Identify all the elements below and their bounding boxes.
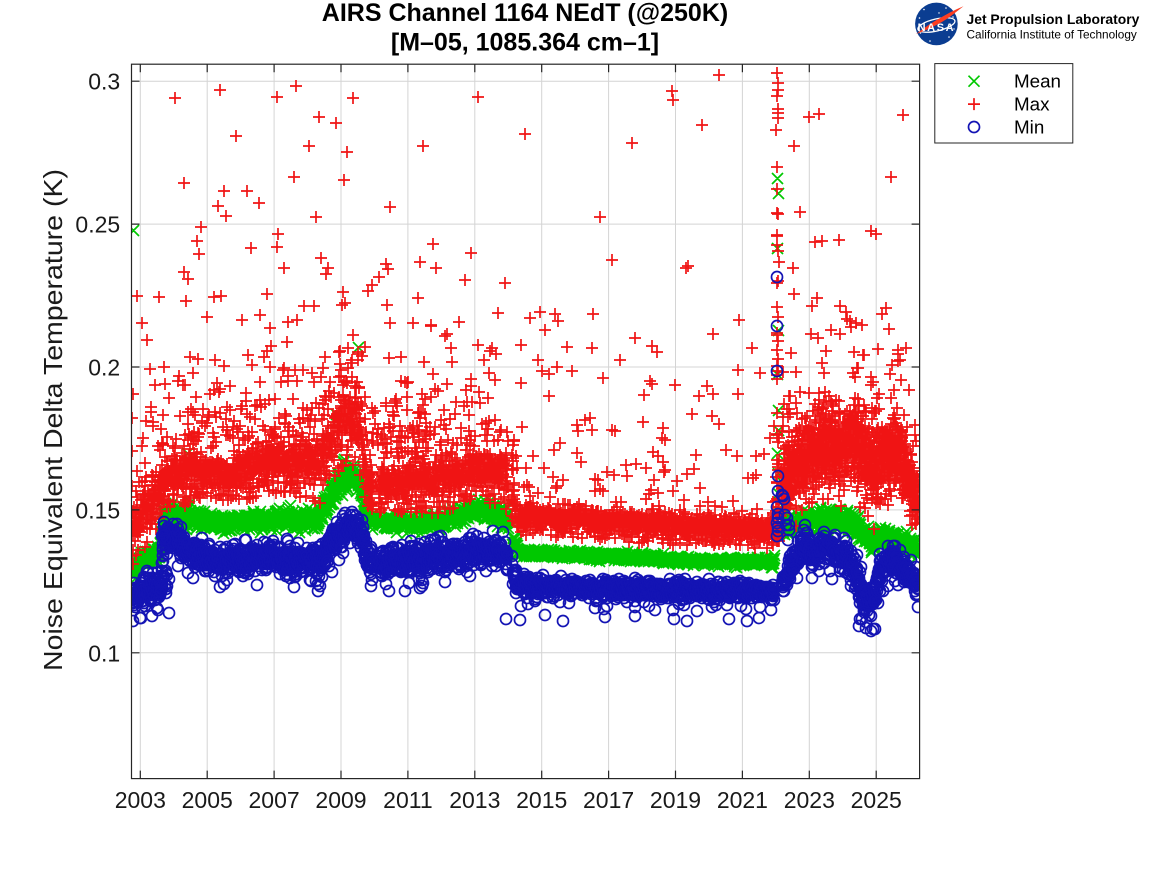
svg-text:2025: 2025: [851, 787, 902, 813]
svg-text:2015: 2015: [516, 787, 567, 813]
svg-text:2013: 2013: [449, 787, 500, 813]
svg-text:0.3: 0.3: [88, 69, 120, 95]
svg-text:2007: 2007: [249, 787, 300, 813]
svg-text:Mean: Mean: [1014, 71, 1061, 92]
svg-text:Jet Propulsion Laboratory: Jet Propulsion Laboratory: [967, 11, 1140, 27]
svg-text:2021: 2021: [717, 787, 768, 813]
svg-text:NASA: NASA: [918, 22, 956, 34]
svg-text:AIRS Channel 1164 NEdT (@250K): AIRS Channel 1164 NEdT (@250K): [322, 0, 728, 27]
svg-text:[M–05, 1085.364 cm–1]: [M–05, 1085.364 cm–1]: [391, 29, 659, 57]
svg-text:2017: 2017: [583, 787, 634, 813]
svg-text:Max: Max: [1014, 93, 1050, 114]
svg-text:0.2: 0.2: [88, 355, 120, 381]
svg-text:2011: 2011: [383, 787, 432, 813]
svg-text:0.25: 0.25: [75, 212, 120, 238]
svg-text:0.15: 0.15: [75, 497, 120, 523]
svg-text:California Institute of Techno: California Institute of Technology: [967, 28, 1137, 42]
svg-text:Min: Min: [1014, 116, 1044, 137]
svg-text:2023: 2023: [784, 787, 835, 813]
svg-text:2003: 2003: [115, 787, 166, 813]
svg-text:2019: 2019: [650, 787, 701, 813]
svg-text:0.1: 0.1: [88, 640, 120, 666]
svg-text:Noise Equivalent Delta Tempera: Noise Equivalent Delta Temperature (K): [38, 169, 68, 671]
svg-text:2009: 2009: [315, 787, 366, 813]
svg-text:2005: 2005: [182, 787, 233, 813]
